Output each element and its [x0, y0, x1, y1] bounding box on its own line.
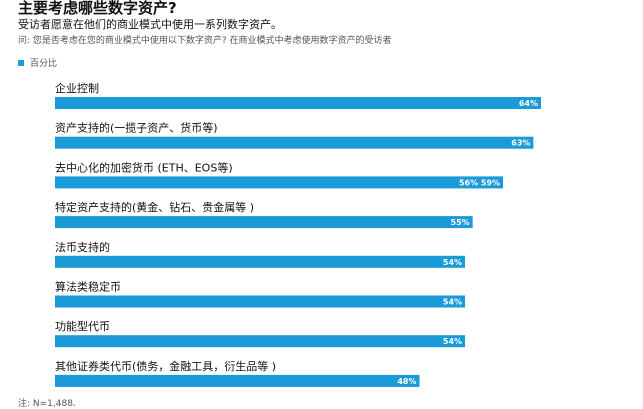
value-label: 64%	[519, 99, 538, 108]
chart-subtitle: 受访者愿意在他们的商业模式中使用一系列数字资产。	[18, 18, 282, 31]
category-label: 法币支持的	[55, 240, 110, 254]
legend-label: 百分比	[30, 59, 58, 69]
bar	[55, 136, 534, 149]
bar	[55, 216, 473, 229]
bar	[55, 295, 466, 308]
value-label: 54%	[443, 298, 462, 307]
category-label: 算法类稳定币	[55, 280, 121, 294]
category-label: 去中心化的加密货币 (ETH、EOS等)	[55, 160, 233, 174]
footnote: 注: N=1,488.	[18, 399, 76, 409]
bar	[55, 255, 466, 268]
value-label: 54%	[443, 337, 462, 346]
survey-question: 问: 您是否考虑在您的商业模式中使用以下数字资产? 在商业模式中考虑使用数字资产…	[18, 36, 392, 46]
value-label: 54%	[443, 258, 462, 267]
category-label: 特定资产支持的(黄金、钻石、贵金属等 )	[55, 200, 254, 214]
value-label: 48%	[397, 377, 416, 386]
category-label: 资产支持的(一揽子资产、货币等)	[55, 121, 218, 135]
bar	[55, 374, 420, 387]
bar	[55, 335, 466, 348]
value-label: 63%	[511, 139, 530, 148]
value-label: 56% 59%	[459, 178, 500, 187]
chart-title: 主要考虑哪些数字资产?	[18, 0, 177, 17]
category-label: 其他证券类代币(债务，金融工具，衍生品等 )	[55, 359, 276, 373]
bar	[55, 97, 541, 109]
category-label: 企业控制	[55, 81, 99, 95]
legend: 百分比	[18, 56, 57, 69]
legend-swatch	[18, 59, 24, 66]
bar	[55, 176, 504, 189]
value-label: 55%	[451, 218, 470, 227]
category-label: 功能型代币	[55, 319, 110, 333]
